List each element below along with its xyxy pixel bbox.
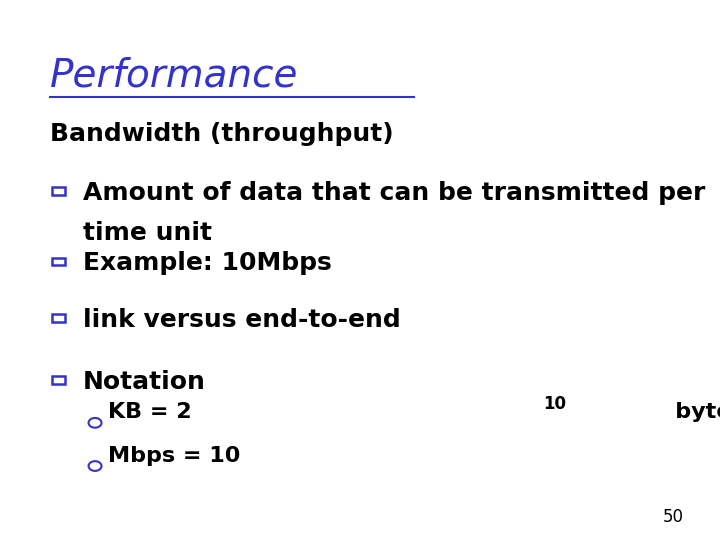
Text: link versus end-to-end: link versus end-to-end: [83, 308, 400, 332]
Text: KB = 2: KB = 2: [108, 402, 192, 422]
Text: Mbps = 10: Mbps = 10: [108, 446, 240, 465]
Text: Bandwidth (throughput): Bandwidth (throughput): [50, 122, 394, 145]
Text: 50: 50: [663, 509, 684, 526]
Text: Example: 10Mbps: Example: 10Mbps: [83, 251, 331, 275]
Text: bytes: bytes: [652, 402, 720, 422]
Text: Notation: Notation: [83, 370, 206, 394]
Text: time unit: time unit: [83, 221, 212, 245]
Text: 10: 10: [544, 395, 567, 413]
Text: Performance: Performance: [50, 57, 299, 94]
Text: Amount of data that can be transmitted per: Amount of data that can be transmitted p…: [83, 181, 705, 205]
